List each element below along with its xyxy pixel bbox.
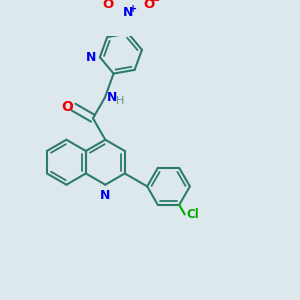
Text: O: O [143, 0, 154, 11]
Text: O: O [102, 0, 113, 11]
Text: N: N [123, 6, 134, 19]
Text: +: + [129, 4, 137, 14]
Text: O: O [61, 100, 74, 114]
Text: N: N [107, 92, 117, 104]
Text: Cl: Cl [186, 208, 199, 221]
Text: N: N [100, 189, 110, 202]
Text: H: H [116, 96, 124, 106]
Text: −: − [151, 0, 160, 7]
Text: N: N [86, 51, 97, 64]
